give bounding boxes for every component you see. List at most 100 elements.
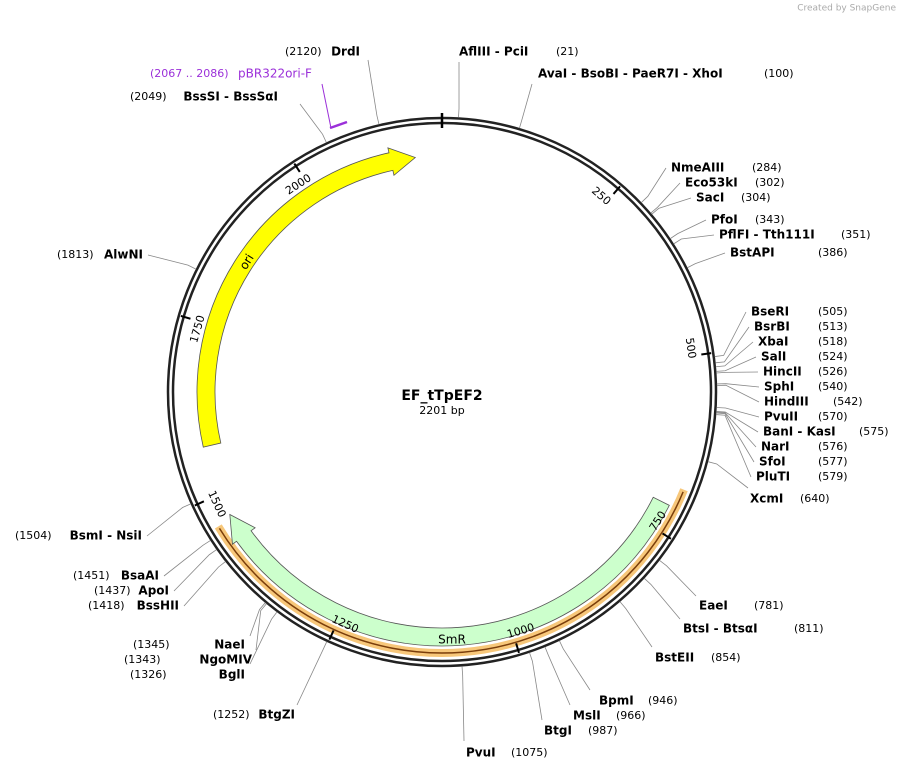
site-leader [716, 384, 760, 403]
site-position: (577) [818, 455, 848, 468]
site-leader [715, 326, 750, 364]
site-position: (505) [818, 305, 848, 318]
site-position: (302) [755, 176, 785, 189]
tick-label: 1500 [205, 489, 228, 520]
site-leader [147, 254, 197, 270]
plasmid-size: 2201 bp [419, 404, 464, 417]
site-leader [715, 341, 754, 368]
site-position: (343) [755, 213, 785, 226]
site-name: ApoI [138, 584, 169, 598]
site-name: PluTI [756, 470, 790, 484]
site-position: (21) [556, 45, 579, 58]
site-leader [458, 61, 460, 118]
site-leader [687, 252, 726, 269]
site-name: NmeAIII [671, 161, 724, 175]
tick-label: 500 [683, 337, 699, 360]
site-name: BtgI [544, 724, 572, 738]
site-name: XcmI [750, 492, 783, 506]
site-position: (542) [833, 395, 863, 408]
site-leader [716, 371, 759, 374]
site-name: DrdI [331, 45, 360, 59]
site-name: BsrBI [754, 320, 790, 334]
site-position: (1075) [511, 746, 548, 759]
site-name: SphI [764, 380, 794, 394]
tick-mark [194, 500, 205, 507]
site-leader [519, 83, 533, 129]
site-position: (540) [818, 380, 848, 393]
site-name: BanI - KasI [763, 425, 836, 439]
site-name: PfoI [711, 213, 738, 227]
site-leader [296, 641, 328, 706]
primer-mark [329, 120, 348, 130]
site-leader [173, 549, 217, 592]
tick-mark [701, 352, 712, 356]
site-name: AvaI - BsoBI - PaeR7I - XhoI [538, 67, 723, 81]
site-position: (966) [616, 709, 646, 722]
site-position: (518) [818, 335, 848, 348]
site-leader [619, 601, 653, 648]
site-position: (854) [711, 651, 741, 664]
site-name: NarI [761, 440, 790, 454]
feature-label: SmR [438, 633, 466, 647]
site-name: BtgZI [258, 708, 295, 722]
tick-mark [662, 532, 672, 540]
site-position: (524) [818, 350, 848, 363]
site-leader [716, 411, 759, 433]
site-name: SalI [761, 350, 786, 364]
site-position: (640) [800, 492, 830, 505]
plasmid-name: EF_tTpEF2 [401, 388, 482, 404]
site-leader [716, 412, 755, 463]
site-position: (351) [841, 228, 871, 241]
site-position: (284) [752, 161, 782, 174]
primer-name: pBR322ori-F [238, 67, 312, 81]
site-position: (1504) [15, 529, 52, 542]
site-leader [716, 411, 757, 448]
site-position: (1418) [88, 599, 125, 612]
site-name: AlwNI [104, 248, 143, 262]
site-name: PvuII [764, 410, 798, 424]
site-leader [559, 640, 591, 691]
site-name: NaeI [214, 638, 245, 652]
site-name: HincII [763, 365, 802, 379]
site-position: (526) [818, 365, 848, 378]
site-leader [367, 59, 380, 125]
site-name: BpmI [599, 694, 634, 708]
site-name: BstAPI [730, 246, 775, 260]
site-position: (576) [818, 440, 848, 453]
site-name: BsaAI [121, 569, 159, 583]
site-position: (575) [859, 425, 889, 438]
site-leader [707, 461, 749, 489]
site-name: HindIII [764, 395, 809, 409]
site-position: (1345) [133, 638, 170, 651]
site-name: BssSI - BssSαI [183, 90, 278, 104]
feature-ori [196, 147, 417, 448]
site-leader [716, 414, 752, 478]
site-name: BssHII [137, 599, 179, 613]
site-leader [650, 182, 681, 214]
site-leader [714, 311, 747, 357]
site-leader [249, 602, 266, 637]
watermark: Created by SnapGene [797, 4, 896, 14]
site-leader [544, 646, 571, 706]
site-name: PflFI - Tth111I [719, 228, 815, 242]
site-leader [673, 234, 715, 245]
site-position: (2049) [130, 90, 167, 103]
site-position: (1252) [213, 708, 250, 721]
site-position: (513) [818, 320, 848, 333]
primer-leader [321, 83, 332, 129]
site-position: (2120) [285, 45, 322, 58]
site-position: (811) [794, 622, 824, 635]
site-name: SacI [696, 191, 724, 205]
site-position: (987) [588, 724, 618, 737]
site-name: XbaI [758, 335, 788, 349]
site-name: BtsI - BtsαI [683, 622, 758, 636]
site-name: BseRI [751, 305, 789, 319]
site-leader [146, 503, 191, 537]
site-position: (1437) [94, 584, 131, 597]
site-name: BglI [219, 668, 245, 682]
site-name: PvuI [466, 746, 496, 760]
site-position: (579) [818, 470, 848, 483]
site-position: (781) [754, 599, 784, 612]
tick-mark [180, 315, 191, 320]
site-leader [716, 407, 760, 418]
